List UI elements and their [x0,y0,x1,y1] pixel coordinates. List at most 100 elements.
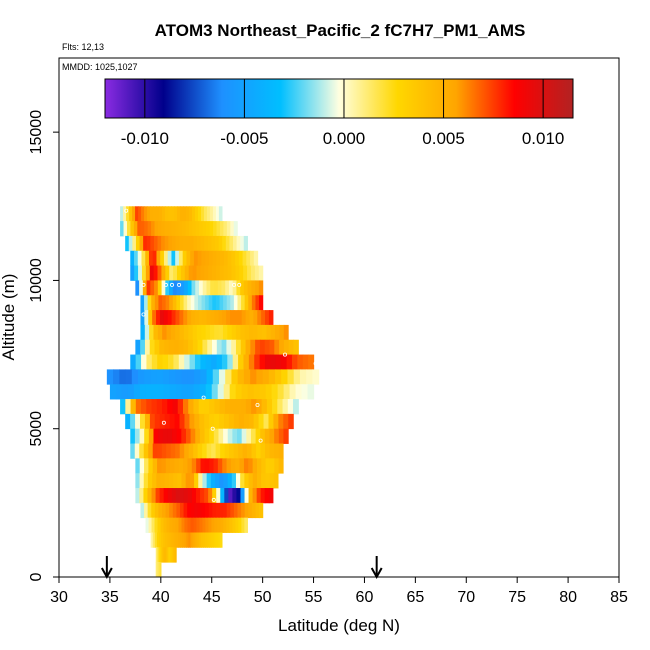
dates-label: MMDD: 1025,1027 [62,62,138,72]
heatmap-cell [160,250,165,266]
heatmap-cell [212,265,217,281]
heatmap-cell [287,369,295,385]
colorbar-tick-label: -0.005 [220,129,268,148]
heatmap-cell [169,517,174,533]
heatmap-cell [250,250,255,266]
x-tick-label: 45 [203,589,221,606]
heatmap-cell [266,324,272,341]
heatmap-cell [164,547,166,563]
heatmap-cell [185,206,190,222]
heatmap-cell [211,532,215,548]
sample-point [169,282,174,287]
heatmap-cell [192,265,198,281]
heatmap-cell [158,502,163,519]
heatmap-cell [192,324,198,341]
heatmap-cell [169,502,174,519]
heatmap-cell [139,280,144,296]
sample-point [464,480,469,485]
sample-point [504,391,509,396]
heatmap-cell [233,413,240,430]
heatmap-cell [171,250,176,266]
heatmap-cell [198,473,204,489]
heatmap-cell [146,399,153,415]
heatmap-cell [231,265,236,281]
heatmap-cell [211,384,219,400]
heatmap-cell [190,532,194,548]
heatmap-cell [196,265,201,281]
heatmap-cell [161,458,167,474]
sample-point [537,370,542,375]
heatmap-cell [221,339,227,355]
heatmap-cell [140,310,145,326]
heatmap-cell [195,221,200,237]
heatmap-cell [265,310,270,326]
heatmap-cell [135,339,141,355]
heatmap-cell [219,473,224,489]
heatmap-cell [196,324,202,341]
heatmap-cell [247,265,252,281]
heatmap-cell [150,369,158,385]
heatmap-cell [154,413,161,430]
heatmap-cell [138,369,145,385]
heatmap-cell [191,206,196,222]
heatmap-cell [252,458,258,474]
heatmap-cell [222,310,227,326]
heatmap-cell [131,369,139,385]
heatmap-cell [207,532,210,548]
heatmap-cell [262,369,270,385]
heatmap-cell [150,532,154,548]
heatmap-cell [150,280,155,296]
heatmap-cell [196,517,201,533]
heatmap-cell [278,458,284,474]
heatmap-cell [149,339,156,355]
heatmap-cell [240,280,245,296]
heatmap-cell [134,428,141,444]
heatmap-cell [257,324,263,341]
heatmap-cell [146,235,151,252]
heatmap-cell [161,532,164,548]
heatmap-cell [255,339,261,355]
heatmap-cell [235,473,241,489]
x-tick-label: 75 [508,589,526,606]
heatmap-cell [164,339,170,355]
heatmap-cell [145,265,151,281]
heatmap-cell [175,369,183,385]
heatmap-cell [139,473,145,489]
x-tick-label: 40 [152,589,170,606]
heatmap-cell [213,532,217,548]
chart-title: ATOM3 Northeast_Pacific_2 fC7H7_PM1_AMS [155,21,526,40]
heatmap-cell [223,221,228,237]
heatmap-cell [130,265,135,281]
sample-point [351,339,356,344]
heatmap-cell [125,399,132,415]
heatmap-cell [265,473,271,489]
heatmap-cell [174,458,180,474]
heatmap-cell [144,295,149,311]
heatmap-cell [175,532,179,548]
heatmap-cell [241,428,247,444]
heatmap-cell [167,250,173,266]
heatmap-cell [193,399,200,415]
heatmap-cell [175,517,180,533]
heatmap-cell [261,458,267,474]
heatmap-cell [215,295,221,311]
heatmap-cell [253,250,259,266]
heatmap-cell [164,413,171,430]
heatmap-cell [216,488,221,504]
heatmap-cell [151,295,156,311]
colorbar-ticks: -0.010 -0.005 0.000 0.005 0.010 [121,79,564,148]
heatmap-cell [202,473,208,489]
heatmap-cell [229,310,235,326]
heatmap-cell [194,502,199,519]
heatmap-cell [233,221,238,237]
heatmap-cell [185,221,190,237]
heatmap-cell [178,458,184,474]
sample-point [177,282,182,287]
heatmap-cell [151,502,156,519]
heatmap-cell [199,384,207,400]
heatmap-cell [183,502,188,519]
heatmap-cell [220,488,225,504]
heatmap-cell [182,206,187,222]
heatmap-cell [230,295,235,311]
heatmap-cell [221,354,228,370]
